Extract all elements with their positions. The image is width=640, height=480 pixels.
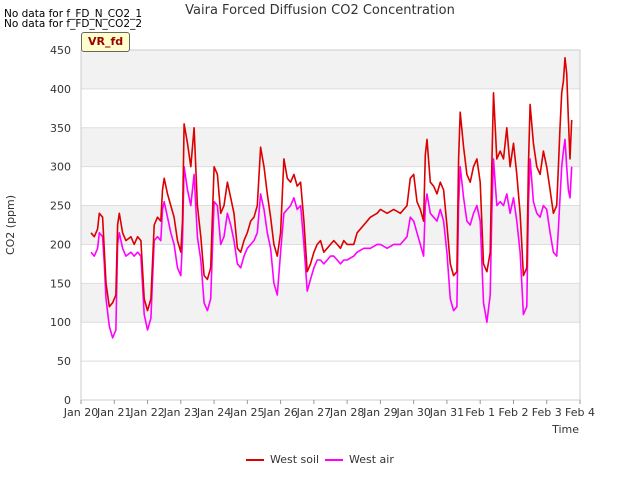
legend-label-west-air: West air (349, 453, 394, 466)
legend-item-west-soil: West soil (246, 453, 319, 466)
y-tick-label: 350 (50, 122, 71, 135)
x-tick-label: Feb 3 (532, 406, 562, 419)
site-badge: VR_fd (81, 32, 131, 52)
x-tick-label: Jan 20 (63, 406, 98, 419)
x-tick-label: Jan 28 (329, 406, 364, 419)
y-tick-label: 250 (50, 200, 71, 213)
x-tick-label: Jan 24 (196, 406, 231, 419)
y-axis-label: CO2 (ppm) (4, 195, 17, 255)
y-tick-label: 0 (64, 394, 71, 407)
y-tick-label: 50 (57, 355, 71, 368)
grid-band-shaded (81, 283, 580, 323)
x-tick-label: Jan 26 (262, 406, 297, 419)
series-line-west-soil (90, 57, 573, 312)
chart-title: Vaira Forced Diffusion CO2 Concentration (185, 3, 455, 18)
legend-swatch-west-air (325, 458, 343, 461)
legend-swatch-west-soil (246, 458, 264, 461)
x-tick-label: Jan 27 (296, 406, 331, 419)
grid-band (81, 361, 580, 400)
y-tick-label: 150 (50, 277, 71, 290)
x-tick-label: Jan 25 (229, 406, 264, 419)
grid-band-shaded (81, 50, 580, 89)
y-tick-label: 400 (50, 83, 71, 96)
legend-item-west-air: West air (325, 453, 394, 466)
y-tick-label: 450 (50, 44, 71, 57)
no-data-notice-1: No data for f_FD_N_CO2_1 (4, 8, 143, 20)
x-tick-label: Jan 29 (362, 406, 397, 419)
x-tick-label: Jan 23 (163, 406, 198, 419)
x-tick-label: Jan 22 (129, 406, 164, 419)
x-tick-label: Jan 31 (429, 406, 464, 419)
x-tick-label: Feb 4 (565, 406, 595, 419)
grid-band-shaded (81, 205, 580, 245)
y-tick-label: 300 (50, 161, 71, 174)
x-tick-label: Feb 2 (498, 406, 528, 419)
y-tick-label: 200 (50, 238, 71, 251)
y-tick-label: 100 (50, 316, 71, 329)
series-line-west-air (90, 138, 573, 339)
legend: West soil West air (0, 453, 640, 469)
x-tick-label: Jan 21 (96, 406, 131, 419)
no-data-notice-2: No data for f_FD_N_CO2_2 (4, 18, 143, 30)
legend-label-west-soil: West soil (270, 453, 320, 466)
x-tick-label: Jan 30 (395, 406, 430, 419)
plot-frame (80, 49, 581, 401)
x-tick-label: Feb 1 (465, 406, 495, 419)
x-axis-label: Time (551, 423, 579, 436)
